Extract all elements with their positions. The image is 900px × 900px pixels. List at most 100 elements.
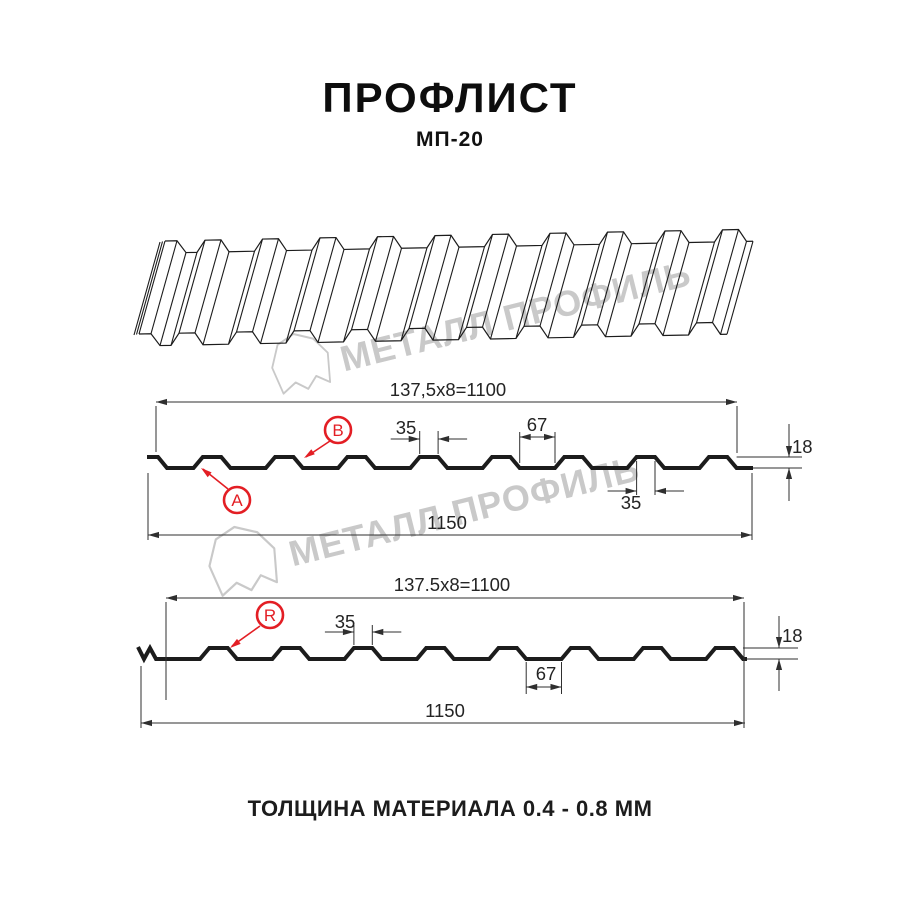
sheet-fold-line: [374, 248, 403, 342]
arrowhead-icon: [166, 594, 177, 602]
arrowhead-icon: [655, 487, 666, 495]
dim-label-pitch-r: 137.5x8=1100: [394, 574, 510, 595]
arrowhead-icon: [733, 594, 744, 602]
profile-r-outline: [136, 643, 747, 664]
sheet-fold-line: [604, 243, 633, 337]
sheet-fold-line: [572, 244, 601, 338]
sheet-fold-line: [170, 252, 198, 346]
arrowhead-icon: [519, 433, 531, 441]
sheet-fold-line: [350, 236, 379, 330]
sheet-fold-line: [481, 233, 510, 328]
sheet-fold-line: [580, 232, 609, 326]
arrowhead-icon: [342, 628, 354, 636]
arrowhead-icon: [156, 398, 167, 406]
dim-label-flat-r: 67: [536, 663, 557, 684]
sheet-fold-line: [293, 237, 321, 332]
sheet-back-edge: [164, 228, 754, 254]
sheet-3d-drawing: [133, 228, 754, 347]
sheet-fold-line: [235, 238, 264, 333]
dim-label-pitch-a: 137,5x8=1100: [390, 379, 506, 400]
sheet-fold-line: [726, 241, 754, 335]
arrowhead-icon: [741, 531, 752, 539]
sheet-fold-line: [539, 232, 567, 327]
sheet-fold-line: [515, 245, 543, 339]
callout-a-arrow-icon: [201, 468, 212, 478]
sheet-fold-line: [424, 235, 452, 329]
sheet-fold-line: [596, 231, 625, 325]
sheet-fold-line: [227, 251, 256, 345]
sheet-left-cut-edge: [135, 241, 164, 335]
sheet-fold-line: [150, 240, 178, 334]
sheet-fold-line: [523, 233, 551, 327]
sheet-fold-line: [547, 244, 575, 338]
callout-b-circle: [323, 415, 353, 445]
dim-label-height-a: 18: [792, 436, 813, 457]
metal-profil-logo-icon: [208, 525, 278, 597]
callout-r-arrow-icon: [230, 638, 241, 648]
arrowhead-icon: [775, 637, 783, 648]
sheet-fold-line: [687, 241, 716, 336]
sheet-fold-line: [457, 246, 486, 340]
product-model: МП-20: [416, 128, 484, 151]
sheet-fold-line: [159, 252, 187, 346]
sheet-fold-line: [489, 245, 518, 340]
arrowhead-icon: [438, 435, 450, 443]
profile-r-dimensions: [140, 594, 798, 728]
arrowhead-icon: [775, 659, 783, 670]
page-title: ПРОФЛИСТ: [322, 74, 578, 121]
sheet-fold-line: [138, 240, 166, 335]
dim-label-rib-top-r: 35: [335, 611, 356, 632]
dim-label-flat-a: 67: [527, 414, 548, 435]
callout-b-arrow-icon: [304, 449, 315, 458]
sheet-fold-line: [259, 250, 288, 344]
arrowhead-icon: [785, 446, 793, 457]
dim-label-height-r: 18: [782, 625, 803, 646]
arrowhead-icon: [544, 433, 555, 441]
sheet-front-edge: [138, 321, 728, 347]
profile-a-outline: [147, 455, 753, 470]
arrowhead-icon: [408, 435, 420, 443]
sheet-fold-line: [654, 230, 682, 324]
sheet-fold-line: [719, 241, 748, 335]
callout-r-label: R: [264, 606, 276, 625]
sheet-fold-line: [202, 251, 230, 345]
arrowhead-icon: [785, 468, 793, 479]
sheet-fold-line: [408, 235, 436, 329]
sheet-fold-line: [251, 238, 280, 332]
arrowhead-icon: [526, 683, 538, 691]
callout-r: R: [230, 600, 285, 648]
dim-label-rib-bottom-a: 35: [621, 492, 642, 513]
profile-r-drawing: [136, 643, 747, 664]
arrowhead-icon: [550, 683, 562, 691]
arrowhead-icon: [372, 628, 384, 636]
callout-b-label: B: [332, 421, 343, 440]
sheet-fold-line: [366, 236, 395, 330]
sheet-fold-line: [178, 240, 206, 334]
arrowhead-icon: [148, 531, 159, 539]
metal-profil-logo-icon: [271, 333, 332, 395]
sheet-fold-line: [194, 239, 222, 334]
sheet-left-cut-edge: [133, 241, 161, 336]
sheet-fold-line: [309, 237, 337, 331]
profile-a-dimensions: [147, 398, 802, 540]
profile-a-drawing: [147, 455, 753, 470]
sheet-fold-line: [638, 230, 666, 325]
dim-label-rib-top-a: 35: [396, 417, 417, 438]
arrowhead-icon: [141, 719, 152, 727]
sheet-fold-line: [432, 246, 460, 341]
sheet-fold-line: [695, 229, 724, 323]
arrowhead-icon: [726, 398, 737, 406]
sheet-fold-line: [400, 247, 428, 341]
callout-a: A: [201, 468, 252, 515]
sheet-fold-line: [465, 234, 494, 328]
dim-label-overall-a: 1150: [427, 512, 467, 533]
arrowhead-icon: [625, 487, 637, 495]
sheet-fold-line: [711, 229, 740, 323]
sheet-fold-line: [630, 243, 658, 337]
arrowhead-icon: [734, 719, 745, 727]
material-thickness-note: ТОЛЩИНА МАТЕРИАЛА 0.4 - 0.8 ММ: [247, 796, 653, 821]
sheet-fold-line: [317, 249, 345, 343]
callout-b: B: [304, 415, 353, 458]
dim-label-overall-r: 1150: [425, 700, 465, 721]
